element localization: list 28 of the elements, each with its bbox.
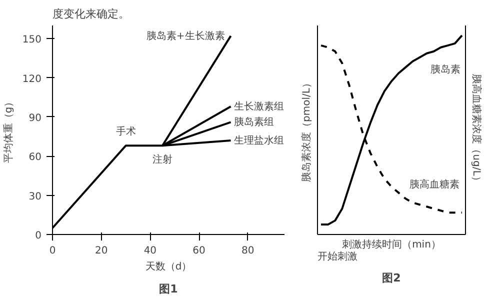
x-tick-label: 0 — [49, 246, 56, 256]
series-label: 胰岛素组 — [234, 116, 274, 128]
x-tick-label: 40 — [144, 246, 157, 256]
x-tick-label: 60 — [192, 246, 206, 256]
y-tick-label: 120 — [22, 74, 42, 85]
y-tick-label: 60 — [28, 152, 42, 164]
y-axis-title: 胰岛素浓度（pmol/L） — [300, 78, 312, 182]
series-label: 胰岛素 — [430, 63, 461, 76]
x-axis-title: 刺激持续时间（min） — [342, 238, 441, 250]
annotation: 注射 — [152, 154, 172, 166]
y-axis-title: 平均体重（g） — [2, 96, 14, 164]
chart-subtitle: 度变化来确定。 — [52, 8, 130, 20]
text: 图2 — [382, 272, 401, 284]
series-label: 生长激素组 — [234, 100, 284, 112]
annotation: 手术 — [116, 126, 136, 138]
x-tick-label: 80 — [242, 246, 254, 256]
y-tick-label: 90 — [28, 112, 42, 124]
series-label: 生理盐水组 — [234, 134, 284, 146]
series-label: 胰高血糖素 — [410, 178, 460, 191]
x-axis-title: 天数（d） — [145, 262, 192, 272]
y-tick-label: 30 — [28, 191, 42, 202]
series-label: 胰岛素+生长激素 — [146, 30, 225, 42]
text: 图1 — [159, 282, 178, 296]
x-tick-label: 20 — [94, 246, 108, 256]
y2-axis-title: 胰高血糖素浓度（ug/L） — [470, 74, 482, 186]
y-tick-label: 0 — [35, 230, 42, 242]
y-tick-label: 150 — [22, 34, 42, 46]
text: 开始刺激 — [318, 250, 358, 262]
